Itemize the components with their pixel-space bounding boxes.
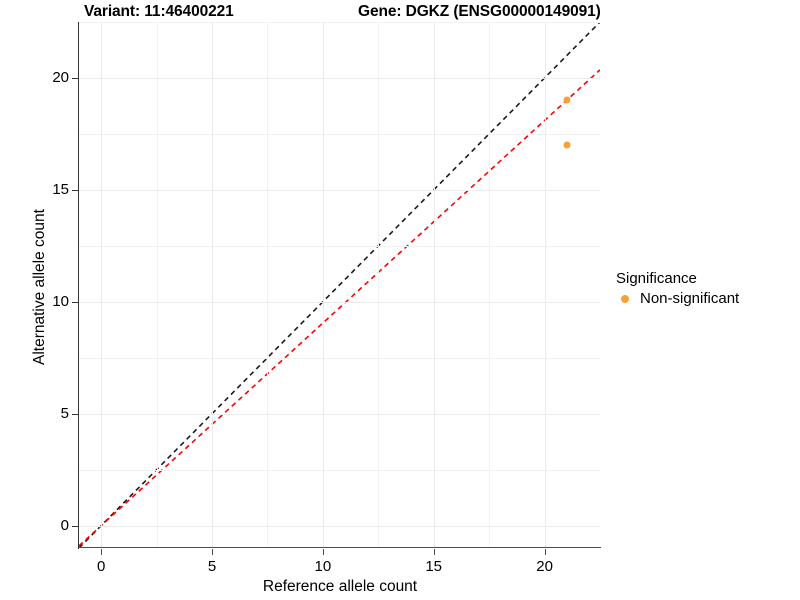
y-tick-mark <box>72 413 78 415</box>
gridline-major-horizontal <box>79 413 600 415</box>
x-tick-mark <box>212 549 214 555</box>
legend-item-non-significant[interactable]: Non-significant <box>616 290 739 307</box>
gridline-minor-vertical <box>267 22 269 548</box>
gridline-major-vertical <box>433 22 435 548</box>
gridline-minor-horizontal <box>79 133 600 135</box>
gridline-major-horizontal <box>79 525 600 527</box>
y-tick-mark <box>72 301 78 303</box>
gridline-major-horizontal <box>79 301 600 303</box>
gridline-minor-vertical <box>489 22 491 548</box>
legend-key-icon <box>616 290 633 307</box>
title-row: Variant: 11:46400221 Gene: DGKZ (ENSG000… <box>0 0 800 26</box>
data-point[interactable] <box>563 141 571 149</box>
gridline-major-horizontal <box>79 189 600 191</box>
gridline-major-horizontal <box>79 78 600 79</box>
gridline-major-vertical <box>544 22 546 548</box>
x-tick-mark <box>101 549 103 555</box>
y-tick-label: 10 <box>52 292 69 310</box>
data-point[interactable] <box>563 96 571 104</box>
variant-title: Variant: 11:46400221 <box>84 3 234 20</box>
y-tick-label: 5 <box>60 404 69 422</box>
x-tick-label: 10 <box>314 558 332 575</box>
gridline-major-vertical <box>322 22 324 548</box>
x-tick-mark <box>322 549 325 555</box>
gridline-major-vertical <box>212 22 213 548</box>
legend-title: Significance <box>616 270 697 287</box>
x-tick-label: 5 <box>207 558 217 575</box>
gridline-minor-horizontal <box>79 357 600 359</box>
x-tick-label: 20 <box>536 558 553 575</box>
legend: Significance Non-significant <box>616 270 739 307</box>
gridline-minor-horizontal <box>79 245 600 247</box>
gridline-major-vertical <box>101 22 103 548</box>
legend-item-label: Non-significant <box>640 290 740 307</box>
plot-panel <box>79 22 600 548</box>
gridline-minor-horizontal <box>79 22 600 23</box>
y-tick-label: 0 <box>60 516 69 534</box>
gridline-minor-vertical <box>378 22 380 548</box>
y-tick-mark <box>72 189 78 192</box>
gridline-minor-vertical <box>156 22 158 548</box>
x-axis-title: Reference allele count <box>262 578 418 595</box>
y-axis-title: Alternative allele count <box>31 209 48 365</box>
y-tick-label: 15 <box>52 180 69 198</box>
x-axis-line <box>79 547 601 549</box>
y-axis-line <box>78 22 80 549</box>
gridline-minor-horizontal <box>79 469 600 471</box>
y-tick-label: 20 <box>52 69 69 86</box>
x-tick-mark <box>544 549 546 555</box>
legend-dot-icon <box>620 294 629 303</box>
x-tick-label: 15 <box>425 558 443 575</box>
x-tick-label: 0 <box>97 558 106 575</box>
gene-title: Gene: DGKZ (ENSG00000149091) <box>358 3 601 20</box>
x-tick-mark <box>433 549 435 555</box>
y-tick-mark <box>72 78 78 80</box>
y-tick-mark <box>72 525 78 527</box>
